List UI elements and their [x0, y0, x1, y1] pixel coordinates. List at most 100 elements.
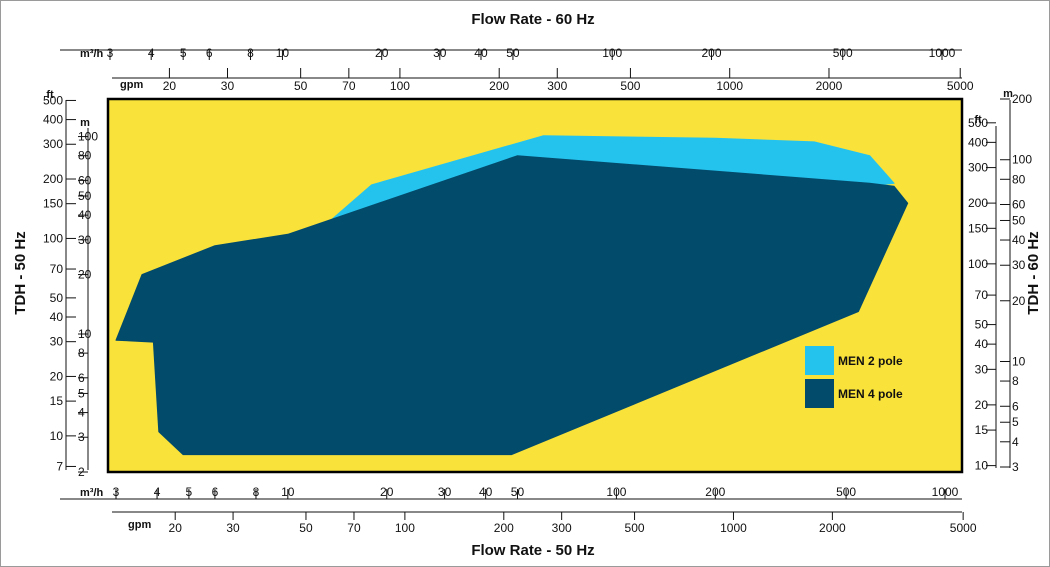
left-ft-tick-label: 15: [50, 394, 64, 408]
right-m-tick-label: 50: [1012, 213, 1026, 227]
top-gpm-tick-label: 100: [390, 79, 410, 93]
bottom-m3h-unit-label: m³/h: [80, 487, 104, 499]
bottom-m3h-tick-label: 10: [281, 485, 295, 499]
bottom-gpm-tick-label: 30: [226, 521, 240, 535]
right-m-tick-label: 4: [1012, 435, 1019, 449]
bottom-m3h-tick-label: 30: [438, 485, 452, 499]
top-m3h-unit-label: m³/h: [80, 48, 104, 60]
left-m-tick-label: 40: [78, 208, 92, 222]
right-ft-tick-label: 30: [975, 362, 989, 376]
top-gpm-tick-label: 30: [221, 79, 235, 93]
left-y-axis: ft m 7 10 15 20 30 40 50 70 100 150 200 300 400 500 2 3 4 5…: [43, 89, 98, 479]
bottom-gpm-tick-label: 20: [169, 521, 183, 535]
right-m-tick-label: 3: [1012, 460, 1019, 474]
left-ft-tick-label: 7: [56, 459, 63, 473]
bottom-x-axis: m³/h 3 4 5 6 8 10 20 30 40 50 100 200 500 1000 gpm 20 30 5…: [60, 485, 977, 535]
top-gpm-tick-label: 200: [489, 79, 509, 93]
left-m-tick-label: 50: [78, 189, 92, 203]
left-m-tick-label: 60: [78, 173, 92, 187]
left-axis-title: TDH - 50 Hz: [12, 231, 29, 314]
right-y-axis: ft m 10 15 20 30 40 50 70 100 150 200 300 400 500 3 4 5 6 8…: [968, 88, 1032, 474]
top-m3h-tick-label: 500: [833, 46, 853, 60]
left-ft-unit-label: ft: [46, 89, 54, 101]
bottom-m3h-tick-label: 50: [511, 485, 525, 499]
right-m-tick-label: 10: [1012, 355, 1026, 369]
right-ft-tick-label: 10: [975, 459, 989, 473]
left-ft-tick-label: 400: [43, 113, 63, 127]
top-m3h-tick-label: 6: [206, 46, 213, 60]
bottom-m3h-tick-label: 5: [186, 485, 193, 499]
bottom-gpm-tick-label: 200: [494, 521, 514, 535]
left-m-tick-label: 8: [78, 346, 85, 360]
right-ft-unit-label: ft: [974, 114, 982, 126]
bottom-gpm-tick-label: 5000: [950, 521, 977, 535]
top-m3h-tick-label: 50: [506, 46, 520, 60]
right-m-tick-label: 100: [1012, 153, 1032, 167]
right-m-tick-label: 6: [1012, 399, 1019, 413]
left-m-tick-label: 6: [78, 371, 85, 385]
left-m-tick-label: 3: [78, 430, 85, 444]
left-ft-tick-label: 10: [50, 429, 64, 443]
right-m-tick-label: 80: [1012, 172, 1026, 186]
top-gpm-tick-label: 5000: [947, 79, 974, 93]
series-layer: [115, 135, 909, 456]
left-ft-tick-label: 300: [43, 137, 63, 151]
bottom-m3h-tick-label: 100: [606, 485, 626, 499]
left-ft-tick-label: 100: [43, 231, 63, 245]
top-m3h-tick-label: 5: [180, 46, 187, 60]
left-ft-tick-label: 40: [50, 310, 64, 324]
left-m-tick-label: 2: [78, 465, 85, 479]
top-m3h-tick-label: 1000: [929, 46, 956, 60]
bottom-m3h-tick-label: 500: [836, 485, 856, 499]
right-m-unit-label: m: [1003, 88, 1013, 100]
left-ft-tick-label: 20: [50, 369, 64, 383]
bottom-gpm-tick-label: 1000: [720, 521, 747, 535]
left-m-tick-label: 20: [78, 268, 92, 282]
right-ft-tick-label: 50: [975, 318, 989, 332]
top-axis-title: Flow Rate - 60 Hz: [471, 11, 594, 28]
left-ft-tick-label: 30: [50, 335, 64, 349]
right-m-tick-label: 60: [1012, 197, 1026, 211]
top-m3h-tick-label: 8: [247, 46, 254, 60]
left-m-tick-label: 5: [78, 386, 85, 400]
bottom-m3h-tick-label: 40: [479, 485, 493, 499]
legend-label: MEN 2 pole: [838, 354, 903, 368]
right-m-tick-label: 30: [1012, 258, 1026, 272]
right-ft-tick-label: 300: [968, 161, 988, 175]
bottom-gpm-tick-label: 100: [395, 521, 415, 535]
top-gpm-tick-label: 50: [294, 79, 308, 93]
right-ft-tick-label: 70: [975, 288, 989, 302]
legend-swatch: [805, 346, 834, 375]
right-m-tick-label: 20: [1012, 294, 1026, 308]
right-ft-tick-label: 100: [968, 257, 988, 271]
bottom-gpm-tick-label: 300: [552, 521, 572, 535]
bottom-gpm-tick-label: 50: [299, 521, 313, 535]
legend-swatch: [805, 379, 834, 408]
bottom-m3h-tick-label: 6: [212, 485, 219, 499]
right-m-tick-label: 8: [1012, 374, 1019, 388]
top-m3h-tick-label: 30: [433, 46, 447, 60]
bottom-m3h-tick-label: 4: [154, 485, 161, 499]
top-gpm-tick-label: 500: [620, 79, 640, 93]
right-ft-tick-label: 400: [968, 135, 988, 149]
left-ft-tick-label: 70: [50, 262, 64, 276]
right-m-tick-label: 40: [1012, 233, 1026, 247]
right-ft-tick-label: 15: [975, 423, 989, 437]
top-m3h-tick-label: 100: [602, 46, 622, 60]
bottom-gpm-tick-label: 500: [625, 521, 645, 535]
top-gpm-tick-label: 1000: [716, 79, 743, 93]
right-m-tick-label: 200: [1012, 92, 1032, 106]
top-m3h-tick-label: 20: [375, 46, 389, 60]
left-m-tick-label: 100: [78, 130, 98, 144]
right-ft-tick-label: 150: [968, 221, 988, 235]
series-men-4-pole: [115, 155, 909, 456]
top-m3h-tick-label: 200: [701, 46, 721, 60]
top-x-axis: m³/h 3 4 5 6 8 10 20 30 40 50 100 200 500 1000 gpm 20 30 5…: [60, 46, 974, 93]
bottom-gpm-tick-label: 2000: [819, 521, 846, 535]
left-m-tick-label: 80: [78, 149, 92, 163]
right-ft-tick-label: 500: [968, 116, 988, 130]
top-m3h-tick-label: 4: [148, 46, 155, 60]
top-m3h-tick-label: 40: [474, 46, 488, 60]
legend-label: MEN 4 pole: [838, 387, 903, 401]
